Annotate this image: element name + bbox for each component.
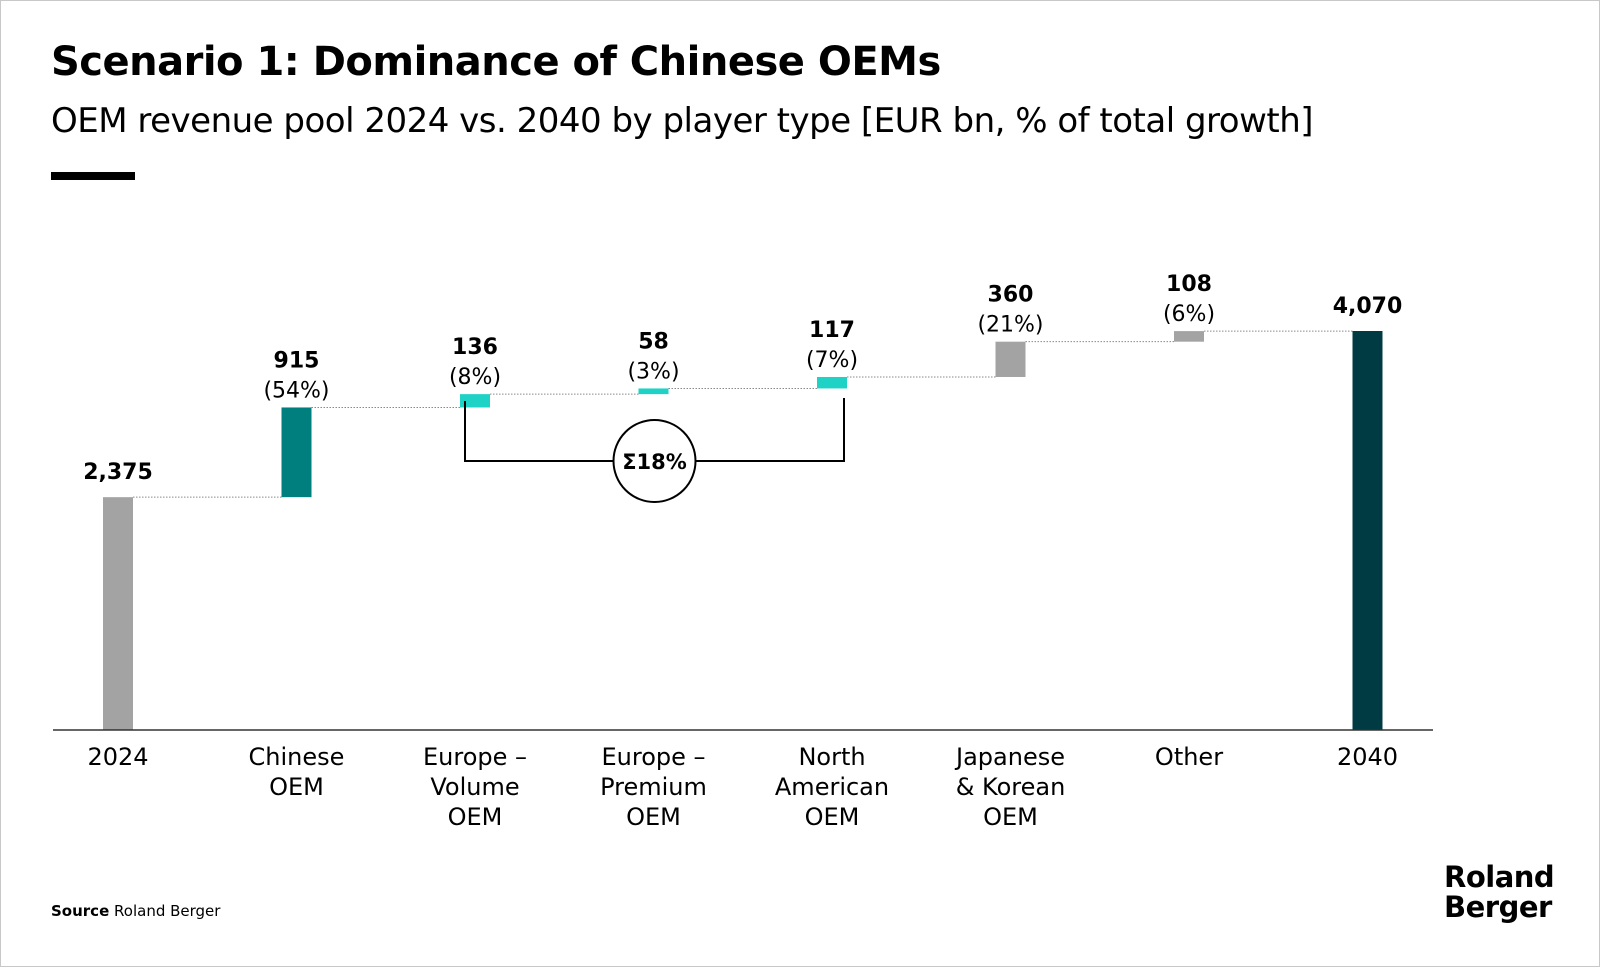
share-label: (3%) [627, 359, 679, 384]
category-label: OEM [805, 803, 860, 831]
annotation-circle [612, 419, 697, 503]
bar [460, 394, 490, 408]
bar [1174, 331, 1204, 342]
share-label: (8%) [449, 365, 501, 390]
category-label: Japanese [954, 743, 1065, 771]
value-label: 117 [809, 318, 855, 343]
source-text: Roland Berger [114, 902, 221, 920]
bar [817, 376, 847, 389]
share-label: (7%) [806, 348, 858, 373]
share-label: (21%) [977, 313, 1043, 338]
category-label: Europe – [601, 743, 705, 771]
share-label: (6%) [1163, 302, 1215, 327]
logo-line-1: Roland [1444, 860, 1555, 894]
category-label: Premium [600, 773, 707, 801]
annotation-bracket [695, 398, 845, 462]
title-accent-bar [51, 172, 135, 180]
roland-berger-logo: Roland Berger [1444, 860, 1555, 924]
bar [1352, 331, 1383, 730]
category-label: OEM [269, 773, 324, 801]
category-label: & Korean [956, 773, 1066, 801]
source-label: Source [51, 902, 110, 920]
category-label: OEM [983, 803, 1038, 831]
category-label: OEM [448, 803, 503, 831]
source-note: Source Roland Berger [51, 902, 220, 920]
category-label: 2040 [1337, 743, 1398, 771]
annotation-label: Σ18% [622, 450, 687, 474]
category-label: American [775, 773, 889, 801]
category-label: Other [1155, 743, 1223, 771]
value-label: 108 [1166, 272, 1212, 297]
category-label: North [798, 743, 865, 771]
value-label: 58 [638, 329, 669, 354]
category-label: Chinese [249, 743, 345, 771]
bar [638, 388, 669, 395]
value-label: 4,070 [1333, 294, 1403, 319]
category-label: Volume [430, 773, 519, 801]
logo-line-2: Berger [1444, 890, 1552, 924]
share-label: (54%) [263, 378, 329, 403]
category-label: 2024 [87, 743, 148, 771]
value-label: 360 [988, 283, 1034, 308]
category-label: OEM [626, 803, 681, 831]
value-label: 136 [452, 335, 498, 360]
category-label: Europe – [423, 743, 527, 771]
bar [995, 341, 1026, 377]
value-label: 915 [274, 348, 320, 373]
chart-subtitle: OEM revenue pool 2024 vs. 2040 by player… [51, 101, 1314, 141]
chart-title: Scenario 1: Dominance of Chinese OEMs [51, 39, 941, 85]
bar [103, 497, 133, 730]
value-label: 2,375 [83, 460, 153, 485]
bar [281, 407, 312, 498]
annotation-bracket [464, 401, 614, 462]
